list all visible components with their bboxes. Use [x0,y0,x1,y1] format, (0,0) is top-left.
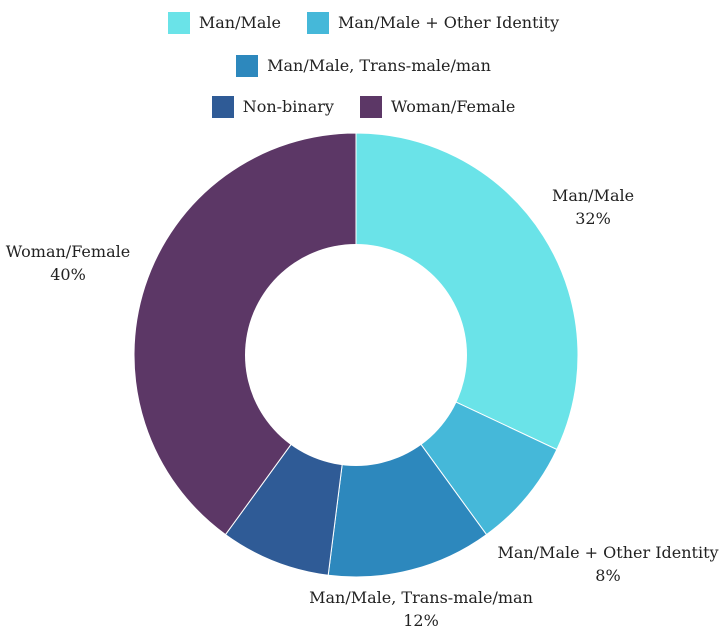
legend-row-2: Man/Male, Trans-male/man [0,55,727,77]
slice-labels: Man/Male 32% Man/Male + Other Identity 8% Ma… [6,186,719,630]
legend-label-man-male-trans: Man/Male, Trans-male/man [267,56,491,75]
legend-label-non-binary: Non-binary [242,97,334,116]
slice-value-woman-female: 40% [50,265,86,284]
slice-value-man-male-trans-male-man: 12% [403,611,439,630]
legend-row-3: Non-binary Woman/Female [0,96,727,118]
slice-value-man-male: 32% [575,209,611,228]
legend-item-woman-female[interactable]: Woman/Female [359,96,516,118]
legend-item-man-male-other[interactable]: Man/Male + Other Identity [307,12,559,34]
slice-label-man-male-trans-male-man: Man/Male, Trans-male/man [309,588,533,607]
legend-swatch-man-male-other [307,12,329,34]
legend-item-man-male[interactable]: Man/Male [167,12,281,34]
slice-label-woman-female: Woman/Female [6,242,130,261]
donut-hole [245,244,467,466]
legend-swatch-man-male [167,12,190,34]
legend-row-1: Man/Male Man/Male + Other Identity [0,12,727,34]
legend-swatch-man-male-trans [236,55,259,77]
legend: Man/Male Man/Male + Other Identity Man/M… [0,0,727,125]
legend-item-non-binary[interactable]: Non-binary [211,96,334,118]
legend-label-woman-female: Woman/Female [390,97,516,116]
legend-label-man-male-other: Man/Male + Other Identity [338,13,560,32]
legend-swatch-non-binary [211,96,234,118]
slice-label-man-male-other-identity: Man/Male + Other Identity [497,543,718,562]
legend-swatch-woman-female [359,96,382,118]
legend-item-man-male-trans[interactable]: Man/Male, Trans-male/man [236,55,491,77]
slice-value-man-male-other-identity: 8% [595,566,620,585]
legend-label-man-male: Man/Male [198,13,281,32]
slice-label-man-male: Man/Male [552,186,634,205]
slice-woman-female[interactable] [133,132,357,536]
